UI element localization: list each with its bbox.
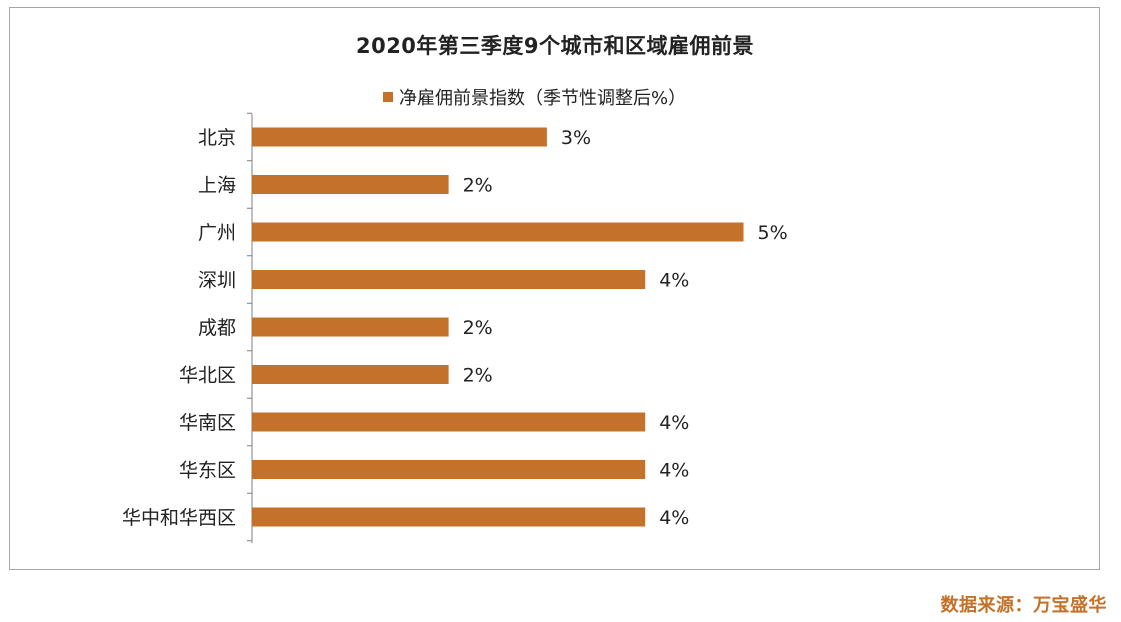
legend: 净雇佣前景指数（季节性调整后%） bbox=[383, 86, 687, 109]
bar bbox=[252, 460, 646, 479]
legend-label: 净雇佣前景指数（季节性调整后%） bbox=[399, 88, 687, 109]
category-label: 华南区 bbox=[179, 412, 236, 434]
data-label: 4% bbox=[659, 460, 689, 482]
legend-swatch bbox=[383, 92, 393, 102]
data-labels: 3% 2% 5% 4% 2% 2% 4% 4% 4% bbox=[463, 127, 788, 529]
bar-series bbox=[252, 127, 744, 527]
data-label: 3% bbox=[561, 127, 591, 149]
source-note: 数据来源：万宝盛华 bbox=[940, 595, 1107, 616]
bar bbox=[252, 365, 449, 384]
data-label: 4% bbox=[659, 412, 689, 434]
category-label: 华中和华西区 bbox=[122, 507, 236, 529]
data-label: 4% bbox=[659, 507, 689, 529]
bar bbox=[252, 222, 744, 242]
bar bbox=[252, 175, 449, 194]
category-label: 上海 bbox=[198, 175, 236, 197]
data-label: 2% bbox=[463, 317, 493, 339]
bar bbox=[252, 412, 646, 432]
data-label: 2% bbox=[463, 175, 493, 197]
category-label: 广州 bbox=[198, 222, 236, 244]
category-label: 深圳 bbox=[198, 270, 236, 292]
category-label: 华东区 bbox=[179, 460, 236, 482]
data-label: 4% bbox=[659, 270, 689, 292]
bar bbox=[252, 127, 547, 147]
bar bbox=[252, 317, 449, 337]
category-label: 成都 bbox=[198, 317, 236, 339]
category-axis bbox=[247, 112, 253, 543]
data-label: 5% bbox=[758, 222, 788, 244]
data-label: 2% bbox=[463, 365, 493, 387]
bar bbox=[252, 507, 646, 527]
category-label: 华北区 bbox=[179, 365, 236, 387]
category-label: 北京 bbox=[198, 127, 236, 149]
chart-title: 2020年第三季度9个城市和区域雇佣前景 bbox=[355, 34, 755, 58]
bar bbox=[252, 270, 646, 289]
